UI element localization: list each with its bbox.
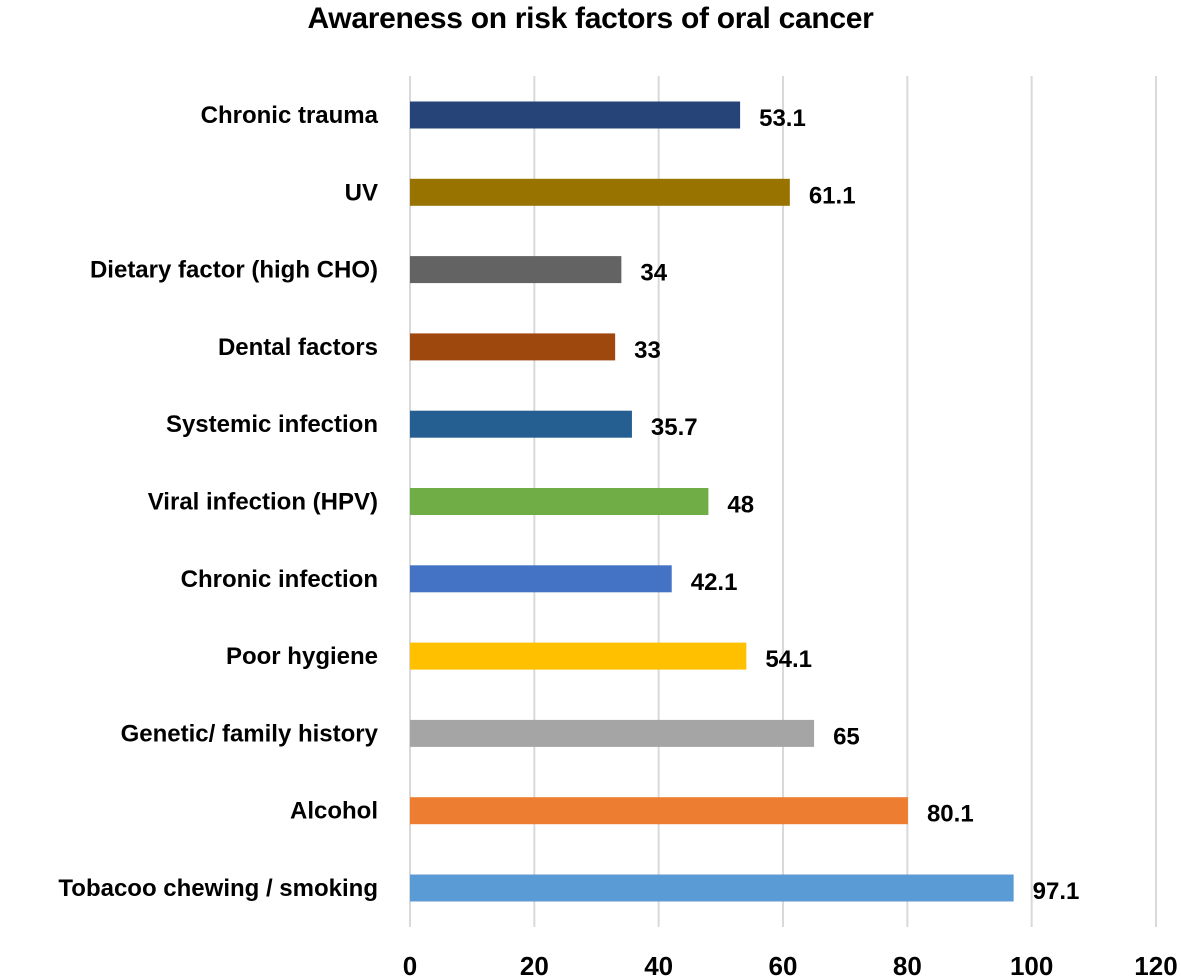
x-tick-label: 0: [403, 951, 417, 980]
x-tick-label: 100: [1010, 951, 1053, 980]
chart-title: Awareness on risk factors of oral cancer: [307, 2, 874, 35]
category-label: UV: [345, 179, 378, 206]
category-label: Poor hygiene: [226, 643, 378, 670]
category-label: Dietary factor (high CHO): [90, 257, 378, 284]
data-label: 97.1: [1033, 878, 1080, 905]
category-label: Tobacoo chewing / smoking: [58, 875, 378, 902]
bar: [410, 178, 790, 206]
x-tick-label: 20: [520, 951, 549, 980]
data-label: 65: [833, 723, 860, 750]
category-label: Dental factors: [218, 334, 378, 361]
category-label: Alcohol: [290, 798, 378, 825]
bar: [410, 874, 1014, 902]
value-labels: 53.1 61.1 34 33 35.7 48 42.1 54.1 65 80.1 97.1: [634, 105, 1079, 905]
category-label: Chronic trauma: [201, 102, 379, 129]
bar: [410, 488, 709, 515]
category-label: Chronic infection: [181, 566, 378, 593]
bar: [410, 256, 622, 284]
data-label: 33: [634, 337, 661, 364]
x-axis-tick-labels: 0 20 40 60 80 100 120: [403, 951, 1178, 980]
bar: [410, 101, 741, 129]
data-label: 35.7: [651, 414, 698, 441]
bar: [410, 797, 908, 825]
data-label: 53.1: [759, 105, 806, 132]
data-label: 34: [640, 260, 667, 287]
category-labels: Chronic trauma UV Dietary factor (high CHO…: [58, 102, 378, 902]
bar: [410, 719, 815, 747]
x-tick-label: 120: [1134, 951, 1177, 980]
category-label: Systemic infection: [166, 411, 378, 438]
x-tick-label: 80: [893, 951, 922, 980]
bar: [410, 333, 616, 361]
x-tick-label: 40: [644, 951, 673, 980]
bar: [410, 642, 747, 670]
category-label: Genetic/ family history: [121, 720, 379, 747]
bar: [410, 565, 672, 593]
x-tick-label: 60: [769, 951, 798, 980]
data-label: 80.1: [927, 801, 974, 828]
bar: [410, 410, 632, 438]
category-label: Viral infection (HPV): [148, 489, 378, 516]
data-label: 54.1: [765, 646, 812, 673]
bars: [410, 101, 1014, 902]
data-label: 42.1: [691, 569, 738, 596]
data-label: 61.1: [809, 182, 856, 209]
data-label: 48: [727, 492, 754, 519]
